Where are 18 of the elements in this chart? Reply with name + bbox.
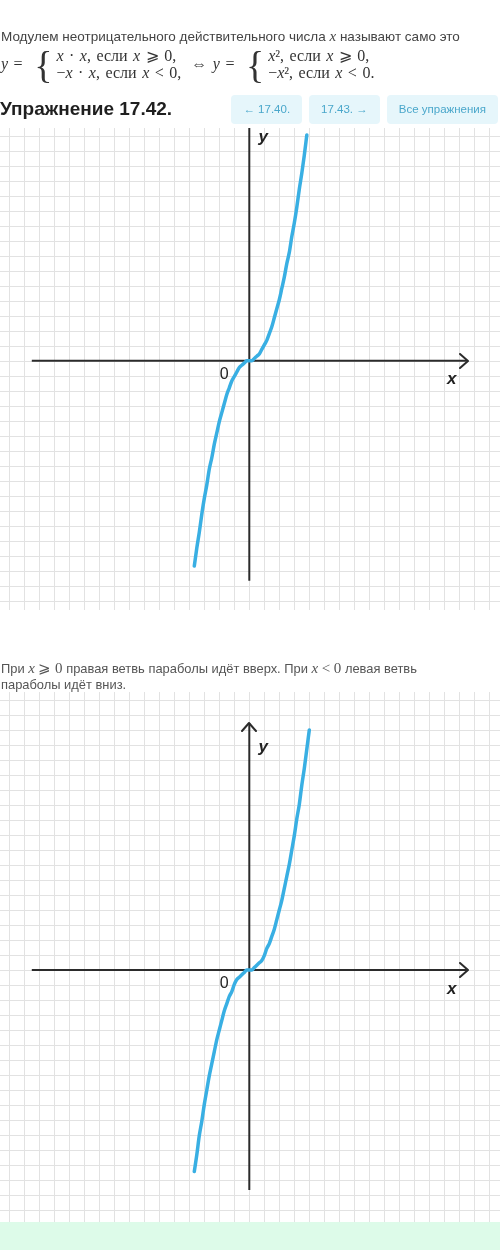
annotation: 0: [219, 974, 229, 992]
text: ⇔ y = {: [191, 43, 265, 86]
text: Модулем неотрицательного действительного числа x называют само это: [1, 28, 460, 45]
text: −x · x, если x < 0,: [56, 64, 182, 81]
nav-button: Все упражнения: [386, 95, 498, 124]
x-axis-title: x: [446, 978, 459, 998]
nav-button: 17.43. →: [309, 95, 380, 124]
annotation: 0: [219, 365, 229, 383]
text: x², если x ⩾ 0,: [268, 47, 371, 64]
chart-title: При x ⩾ 0 правая ветвь параболы идёт вверх. При x < 0 левая ветвь параболы идёт вниз.: [1, 660, 417, 692]
text: −x², если x < 0.: [268, 64, 375, 81]
y-axis-title: y: [257, 736, 270, 756]
nav-button: ← 17.40.: [231, 95, 303, 124]
text: x · x, если x ⩾ 0,: [56, 47, 178, 64]
text: y = {: [1, 43, 53, 86]
y-axis-title: y: [257, 127, 270, 147]
x-axis-title: x: [446, 369, 459, 389]
chart-title: Упражнение 17.42.: [0, 98, 173, 120]
